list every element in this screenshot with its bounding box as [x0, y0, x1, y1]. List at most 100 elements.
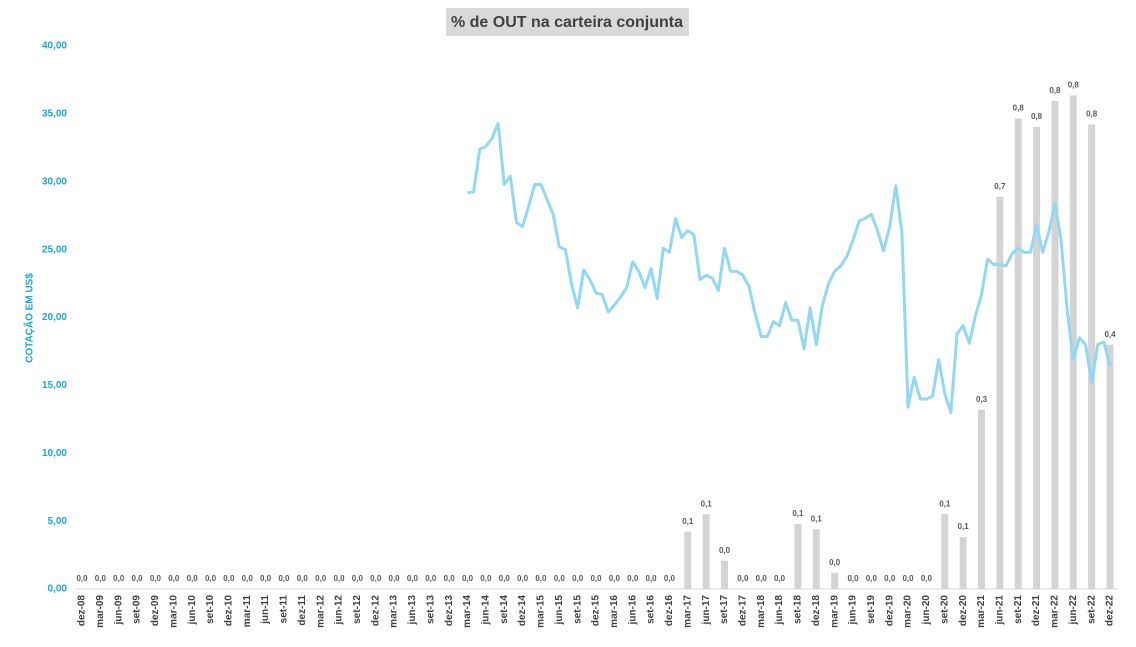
x-tick-label: set-20	[939, 595, 950, 624]
y-tick-label: 10,00	[42, 448, 67, 459]
data-label: 0,1	[701, 499, 713, 508]
x-tick-label: set-21	[1013, 595, 1024, 624]
x-tick-label: set-14	[499, 595, 510, 624]
data-label: 0,0	[76, 574, 88, 583]
data-label: 0,0	[884, 574, 896, 583]
bar	[721, 560, 728, 589]
x-tick-label: mar-18	[756, 595, 767, 628]
data-label: 0,1	[958, 522, 970, 531]
x-tick-label: jun-22	[1068, 595, 1079, 626]
data-label: 0,0	[572, 574, 584, 583]
bar	[978, 409, 985, 589]
x-tick-label: set-11	[279, 595, 290, 624]
data-label: 0,0	[223, 574, 235, 583]
data-label: 0,0	[535, 574, 547, 583]
data-label: 0,0	[297, 574, 309, 583]
bar	[1088, 124, 1096, 589]
x-tick-label: jun-14	[480, 595, 491, 626]
data-label: 0,0	[205, 574, 217, 583]
data-label: 0,0	[352, 574, 364, 583]
data-label: 0,1	[792, 509, 804, 518]
data-label: 0,0	[389, 574, 401, 583]
data-label: 0,0	[370, 574, 382, 583]
x-tick-label: jun-11	[260, 595, 271, 625]
data-label: 0,1	[939, 499, 951, 508]
x-tick-label: jun-21	[994, 595, 1005, 626]
x-tick-label: jun-12	[334, 595, 345, 626]
x-tick-label: set-19	[866, 595, 877, 624]
price-line	[467, 121, 1112, 415]
x-tick-label: mar-21	[976, 595, 987, 628]
x-tick-label: set-16	[646, 595, 657, 624]
x-tick-label: jun-17	[701, 595, 712, 626]
bar	[1069, 95, 1077, 590]
data-label: 0,0	[590, 574, 602, 583]
x-tick-label: mar-20	[903, 595, 914, 628]
bar	[996, 196, 1004, 590]
y-tick-label: 30,00	[42, 176, 67, 187]
x-tick-label: dez-17	[737, 595, 748, 627]
data-label: 0,0	[517, 574, 529, 583]
data-label: 0,0	[609, 574, 621, 583]
x-tick-label: mar-09	[95, 595, 106, 628]
data-label: 0,0	[168, 574, 180, 583]
x-tick-label: mar-22	[1050, 595, 1061, 628]
x-tick-label: jun-15	[554, 595, 565, 626]
data-label: 0,8	[1049, 86, 1061, 95]
data-label: 0,0	[903, 574, 915, 583]
x-tick-label: jun-10	[187, 595, 198, 626]
data-label: 0,8	[1013, 104, 1025, 113]
data-label: 0,3	[976, 395, 988, 404]
data-label: 0,0	[554, 574, 566, 583]
bar	[941, 514, 949, 589]
x-tick-label: dez-22	[1105, 595, 1116, 627]
x-tick-label: mar-13	[389, 595, 400, 628]
x-tick-label: dez-16	[664, 595, 675, 627]
y-tick-label: 20,00	[42, 312, 67, 323]
data-label: 0,8	[1086, 110, 1098, 119]
data-label: 0,0	[113, 574, 125, 583]
bar	[1106, 344, 1114, 589]
data-label: 0,0	[756, 574, 768, 583]
bar	[1051, 100, 1059, 590]
x-tick-label: mar-17	[682, 595, 693, 628]
y-tick-label: 40,00	[42, 41, 67, 52]
x-tick-label: dez-11	[297, 595, 308, 626]
data-label: 0,0	[278, 574, 290, 583]
x-tick-label: set-10	[205, 595, 216, 624]
x-tick-label: mar-11	[242, 595, 253, 628]
x-tick-label: mar-12	[315, 595, 326, 628]
x-tick-label: dez-21	[1031, 595, 1042, 627]
x-tick-label: dez-13	[444, 595, 455, 627]
x-tick-label: jun-20	[921, 595, 932, 626]
data-label: 0,0	[260, 574, 272, 583]
data-label: 0,0	[847, 574, 859, 583]
x-tick-label: dez-19	[884, 595, 895, 627]
bar	[959, 537, 967, 589]
data-label: 0,0	[425, 574, 437, 583]
title-box	[446, 8, 689, 36]
x-tick-label: dez-18	[811, 595, 822, 627]
data-label: 0,0	[333, 574, 345, 583]
x-tick-label: set-18	[793, 595, 804, 624]
x-tick-label: mar-15	[536, 595, 547, 628]
y-tick-label: 25,00	[42, 244, 67, 255]
data-label: 0,0	[132, 574, 144, 583]
x-tick-label: set-22	[1086, 595, 1097, 624]
bar	[812, 529, 820, 589]
x-tick-label: jun-09	[113, 595, 124, 626]
data-label: 0,0	[242, 574, 254, 583]
x-tick-label: mar-14	[462, 595, 473, 628]
bar	[1033, 126, 1041, 589]
bar	[702, 514, 710, 589]
data-label: 0,0	[499, 574, 511, 583]
data-label: 0,8	[1068, 81, 1080, 90]
data-label: 0,0	[719, 546, 731, 555]
data-label: 0,0	[664, 574, 676, 583]
data-label: 0,0	[444, 574, 456, 583]
x-tick-label: mar-19	[829, 595, 840, 628]
x-tick-label: dez-20	[958, 595, 969, 627]
y-tick-label: 35,00	[42, 109, 67, 120]
x-tick-label: dez-08	[77, 595, 88, 627]
